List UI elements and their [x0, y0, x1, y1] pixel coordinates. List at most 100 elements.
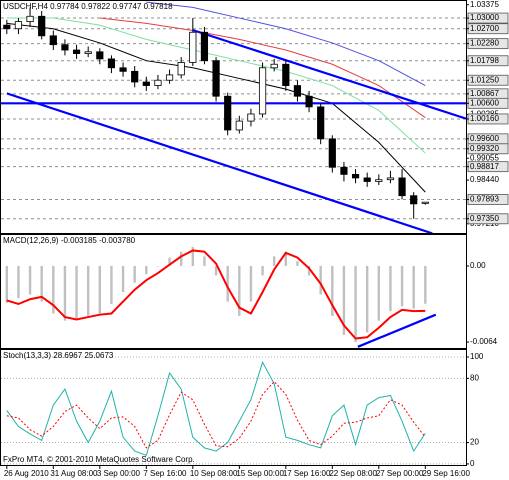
- macd-header: MACD(12,26,9) -0.003185 -0.003780: [3, 236, 136, 245]
- macd-bar: [168, 257, 171, 266]
- macd-last: -0.003185: [61, 236, 98, 245]
- macd-bar: [63, 265, 67, 321]
- stoch-last: 28.6967: [53, 351, 82, 360]
- candle-body: [212, 60, 220, 97]
- x-tick-label: 22 Sep 08:00: [329, 469, 377, 478]
- panel-plot: [1, 1, 466, 233]
- last-close: 0.97818: [144, 2, 173, 11]
- signal-last: -0.003780: [99, 236, 136, 245]
- macd-bar: [400, 265, 404, 307]
- stoch-panel: [0, 349, 467, 466]
- moving-average: [146, 1, 426, 87]
- macd-bar: [342, 265, 346, 335]
- x-tick-label: 26 Aug 2010: [4, 469, 49, 478]
- candle-body: [410, 195, 418, 205]
- level-label: 0.97893: [470, 195, 499, 204]
- macd-bar: [238, 265, 241, 316]
- candle-body: [107, 58, 116, 69]
- candle-body: [270, 63, 278, 69]
- level-label: 0.97350: [470, 214, 499, 223]
- moving-average: [6, 17, 426, 154]
- level-label: 1.02280: [470, 39, 499, 48]
- candle-body: [375, 179, 383, 182]
- candle-body: [235, 120, 243, 131]
- macd-bar: [52, 265, 55, 314]
- macd-bar: [214, 265, 218, 276]
- y-tick-label: 0: [470, 459, 475, 468]
- level-label: 0.99320: [470, 144, 499, 153]
- candle-body: [154, 79, 162, 86]
- candle-body: [119, 67, 127, 72]
- x-tick-label: 27 Sep 00:00: [376, 469, 424, 478]
- macd-bar: [272, 256, 276, 266]
- candle-body: [72, 49, 81, 54]
- y-tick-label: 0.99055: [470, 153, 499, 162]
- macd-bar: [203, 256, 206, 266]
- y-tick-label: 0.00: [470, 261, 486, 270]
- macd-bar: [424, 265, 427, 304]
- macd-bar: [319, 265, 322, 295]
- y-tick-label: 1.03375: [470, 0, 499, 9]
- macd-bar: [75, 265, 78, 319]
- stoch-main: [6, 361, 426, 457]
- last-low: 0.97747: [112, 2, 141, 11]
- candle-body: [49, 35, 57, 46]
- x-tick-label: 15 Sep 00:00: [236, 469, 284, 478]
- candle-body: [282, 63, 290, 86]
- candle-body: [26, 15, 34, 23]
- macd-bar: [98, 265, 102, 314]
- stoch-signal: [6, 380, 426, 449]
- macd-bar: [331, 265, 334, 316]
- stoch-header: Stoch(13,3,3) 28.6967 25.0673: [3, 351, 114, 360]
- level-label: 1.02700: [470, 24, 499, 33]
- candle-body: [200, 31, 209, 62]
- candle-body: [363, 177, 371, 182]
- y-tick-label: -0.0064: [470, 337, 498, 346]
- candle-body: [3, 24, 11, 30]
- macd-bar: [86, 265, 90, 316]
- candle-body: [258, 67, 267, 115]
- candle-body: [340, 166, 348, 175]
- macd-bar: [307, 265, 311, 276]
- candle-body: [398, 177, 406, 197]
- candle-body: [142, 81, 150, 86]
- candle-body: [386, 177, 395, 181]
- candle-body: [96, 51, 104, 60]
- candle-body: [177, 62, 185, 76]
- price-panel: [0, 0, 467, 234]
- macd-bar: [377, 265, 381, 321]
- candle-body: [14, 21, 23, 30]
- trend-line: [6, 92, 433, 233]
- candle-body: [131, 70, 139, 83]
- macd-bar: [145, 265, 148, 275]
- candle-body: [305, 95, 313, 108]
- panel-plot: [5, 246, 437, 348]
- level-label: 1.00600: [470, 98, 499, 107]
- indicator-name: Stoch(13,3,3): [3, 351, 51, 360]
- macd-bar: [226, 265, 229, 302]
- macd-bar: [261, 265, 264, 276]
- last-open: 0.97784: [50, 2, 79, 11]
- macd-bar: [284, 251, 288, 266]
- candle-body: [165, 74, 174, 81]
- level-label: 0.99600: [470, 134, 499, 143]
- x-tick-label: 10 Sep 08:00: [190, 469, 238, 478]
- macd-bar: [354, 265, 357, 343]
- x-tick-label: 3 Sep 00:00: [97, 469, 141, 478]
- candle-body: [351, 173, 360, 179]
- level-label: 1.01250: [470, 75, 499, 84]
- panel-plot: [1, 356, 466, 465]
- macd-bar: [28, 265, 32, 295]
- macd-bar: [5, 265, 9, 303]
- macd-bar: [389, 265, 392, 312]
- x-tick-label: 31 Aug 08:00: [50, 469, 98, 478]
- level-label: 1.00160: [470, 114, 499, 123]
- trend-line: [357, 313, 437, 348]
- macd-bar: [156, 265, 160, 267]
- level-label: 0.98817: [470, 162, 499, 171]
- candle-body: [38, 15, 46, 37]
- price-header: USDCHF,H4 0.97784 0.97822 0.97747 0.9781…: [3, 2, 173, 11]
- macd-bar: [191, 246, 195, 266]
- y-tick-label: 80: [470, 373, 479, 382]
